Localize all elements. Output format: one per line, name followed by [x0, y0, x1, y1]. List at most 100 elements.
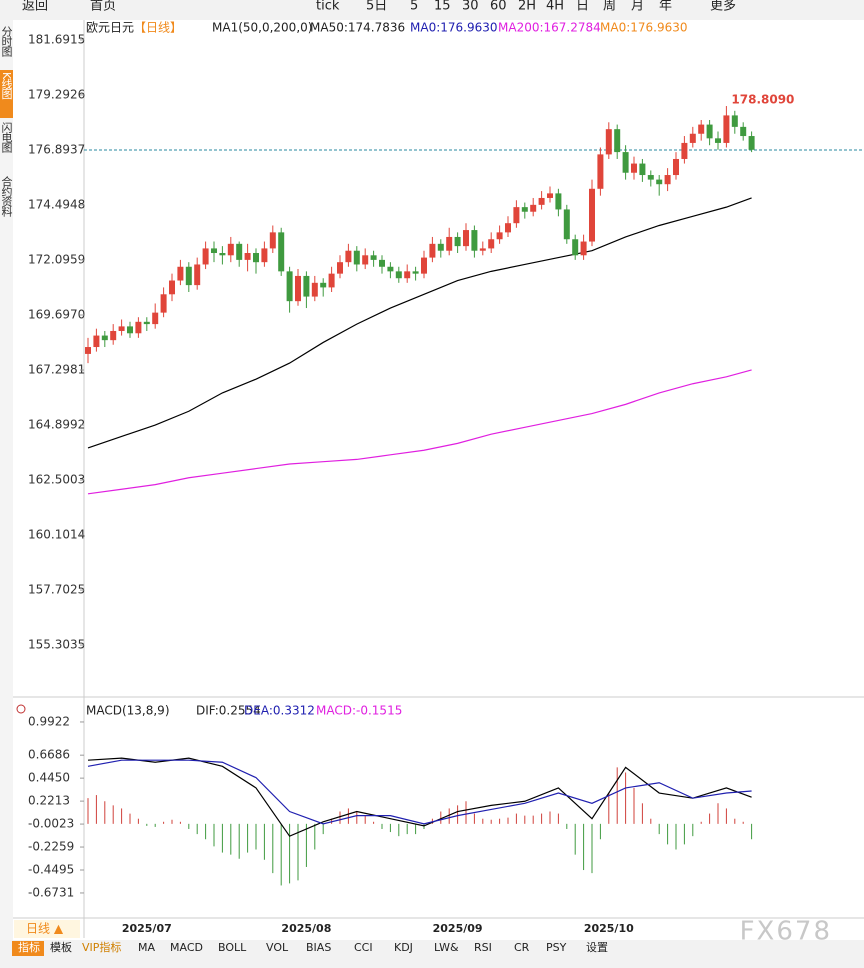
candle-body: [110, 330, 117, 341]
candle-body: [320, 282, 327, 288]
candle-body: [589, 188, 595, 242]
bottom-tab[interactable]: RSI: [474, 941, 492, 954]
y-tick-label: 0.4450: [28, 771, 70, 785]
bottom-tab[interactable]: 模板: [50, 940, 72, 954]
toolbar-button[interactable]: 返回: [22, 0, 48, 14]
candle-body: [446, 236, 453, 251]
candle-body: [253, 253, 259, 263]
toolbar-bg: [0, 0, 864, 20]
bottom-tab[interactable]: 指标: [18, 940, 40, 954]
candle-body: [597, 154, 604, 189]
candle-body: [353, 250, 360, 265]
settings-icon[interactable]: [16, 704, 26, 714]
candle-body: [656, 179, 663, 185]
candle-body: [479, 248, 486, 251]
bottom-tab[interactable]: CR: [514, 941, 530, 954]
candle-body: [395, 271, 402, 279]
bottom-tab[interactable]: 设置: [586, 941, 608, 954]
toolbar-button[interactable]: 4H: [546, 0, 564, 14]
candle-body: [143, 321, 150, 325]
bottom-tab[interactable]: CCI: [354, 941, 373, 954]
candle-body: [177, 266, 184, 281]
candle-body: [664, 175, 671, 185]
candle-body: [471, 230, 478, 251]
bottom-tab[interactable]: MA: [138, 941, 155, 954]
candle-body: [269, 232, 276, 249]
indicator: MA1(50,0,200,0): [212, 21, 312, 35]
line: [87, 197, 752, 449]
candle-body: [538, 197, 545, 205]
candle-body: [261, 248, 268, 263]
toolbar-button[interactable]: 日: [576, 0, 589, 14]
candle-body: [689, 133, 696, 143]
bottom-tab[interactable]: VIP指标: [82, 940, 121, 954]
candle-body: [731, 115, 738, 127]
candle-body: [169, 280, 175, 295]
period-selector[interactable]: 日线 ▲: [26, 922, 64, 936]
bottom-tab[interactable]: MACD: [170, 941, 203, 954]
candle-body: [421, 257, 427, 274]
y-tick-label: -0.6731: [28, 885, 74, 899]
candle-body: [505, 223, 511, 233]
toolbar-button[interactable]: 首页: [90, 0, 116, 14]
y-tick-label: 172.0959: [28, 252, 85, 266]
candle-body: [379, 259, 385, 267]
y-tick-label: -0.4495: [28, 862, 74, 876]
bottom-tab[interactable]: LW&: [434, 941, 459, 954]
period: 【日线】: [134, 21, 182, 35]
side-tab[interactable]: K线图: [0, 72, 13, 100]
toolbar-button[interactable]: 年: [659, 0, 672, 14]
y-tick-label: 164.8992: [28, 418, 85, 432]
candle-body: [605, 129, 612, 155]
dea: DEA:0.3312: [244, 704, 315, 718]
candle-body: [127, 326, 133, 334]
candle-body: [135, 321, 142, 334]
candle-body: [488, 239, 495, 249]
bottom-tab[interactable]: BOLL: [218, 941, 247, 954]
toolbar-button[interactable]: 60: [490, 0, 507, 14]
toolbar-button[interactable]: 5: [410, 0, 418, 14]
candle-body: [614, 129, 621, 153]
toolbar-button[interactable]: 15: [434, 0, 451, 14]
candle-body: [513, 207, 520, 224]
bottom-tab[interactable]: BIAS: [306, 941, 331, 954]
candle-body: [740, 126, 747, 137]
line: [87, 757, 752, 837]
candle-body: [337, 262, 343, 274]
bottom-tab[interactable]: PSY: [546, 941, 567, 954]
candle-body: [563, 209, 570, 240]
y-tick-label: 0.9922: [28, 714, 70, 728]
bottom-tab[interactable]: KDJ: [394, 941, 413, 954]
y-tick-label: 157.7025: [28, 583, 85, 597]
candle-body: [244, 253, 251, 260]
candle-body: [429, 243, 436, 258]
line: [87, 759, 752, 825]
bottom-tab[interactable]: VOL: [266, 941, 289, 954]
toolbar-button[interactable]: 月: [631, 0, 644, 14]
candle-body: [311, 282, 318, 297]
tab-active: [12, 941, 44, 956]
y-tick-label: 160.1014: [28, 528, 85, 542]
candle-body: [639, 163, 646, 176]
toolbar-button[interactable]: 2H: [518, 0, 536, 14]
side-tab[interactable]: 闪电图: [0, 121, 13, 154]
candle-body: [496, 232, 503, 240]
x-tick-label: 2025/07: [122, 922, 172, 935]
toolbar-button[interactable]: 30: [462, 0, 479, 14]
candle-body: [286, 271, 293, 302]
dif: DIF:0.2554: [196, 704, 261, 718]
toolbar-button[interactable]: 5日: [366, 0, 387, 14]
y-tick-label: 167.2981: [28, 363, 85, 377]
macd: MACD:-0.1515: [316, 704, 402, 718]
toolbar-button[interactable]: 更多: [710, 0, 736, 14]
side-tab[interactable]: 合约资料: [0, 175, 13, 218]
side-tab[interactable]: 分时图: [0, 26, 13, 58]
max-label: 178.8090: [731, 93, 794, 107]
candle-body: [160, 294, 167, 313]
toolbar-button[interactable]: 周: [603, 0, 616, 14]
candle-body: [295, 275, 301, 302]
ma50: MA50:174.7836: [310, 21, 405, 35]
period-box: [14, 920, 80, 938]
toolbar-button[interactable]: tick: [316, 0, 340, 14]
